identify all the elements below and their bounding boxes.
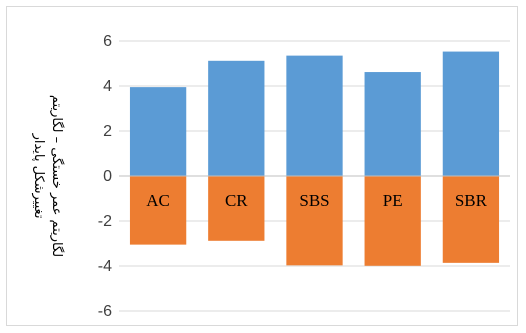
y-tick-label: 2 — [103, 123, 112, 140]
y-tick-label: -2 — [98, 213, 112, 230]
category-label-ac: AC — [146, 191, 170, 210]
y-tick-label: 6 — [103, 33, 112, 50]
category-label-sbr: SBR — [455, 191, 488, 210]
bar-sbr-series-2 — [442, 176, 500, 263]
category-label-cr: CR — [225, 191, 248, 210]
bar-sbr-series-1 — [442, 51, 500, 177]
y-tick-label: -4 — [98, 258, 112, 275]
y-tick-label: 0 — [103, 168, 112, 185]
bar-pe-series-1 — [364, 72, 421, 176]
bar-pe-series-2 — [364, 176, 421, 266]
y-axis-title-line-2: تغییرشکل پایدار — [31, 133, 46, 219]
category-labels: AC CR SBS PE SBR — [146, 191, 487, 210]
y-axis-title: لگاریتم عمر خستگی – لگاریتم تغییرشکل پای… — [31, 95, 65, 257]
chart-frame: 6 4 2 0 -2 -4 -6 AC CR SBS PE SBR لگاریتم عمر خستگ… — [6, 6, 518, 326]
bars — [129, 51, 500, 266]
bar-ac-series-2 — [129, 176, 187, 245]
bar-sbs-series-1 — [286, 55, 343, 176]
bar-sbs-series-2 — [286, 176, 343, 266]
category-label-pe: PE — [383, 191, 403, 210]
y-tick-labels: 6 4 2 0 -2 -4 -6 — [98, 33, 112, 320]
bar-cr-series-1 — [208, 60, 265, 176]
category-label-sbs: SBS — [299, 191, 329, 210]
bar-ac-series-1 — [129, 87, 187, 176]
bar-chart: 6 4 2 0 -2 -4 -6 AC CR SBS PE SBR لگاریتم عمر خستگ… — [31, 33, 510, 320]
bar-cr-series-2 — [208, 176, 265, 241]
y-tick-label: 4 — [103, 78, 112, 95]
y-axis-title-line-1: لگاریتم عمر خستگی – لگاریتم — [49, 95, 65, 257]
y-tick-label: -6 — [98, 303, 112, 320]
